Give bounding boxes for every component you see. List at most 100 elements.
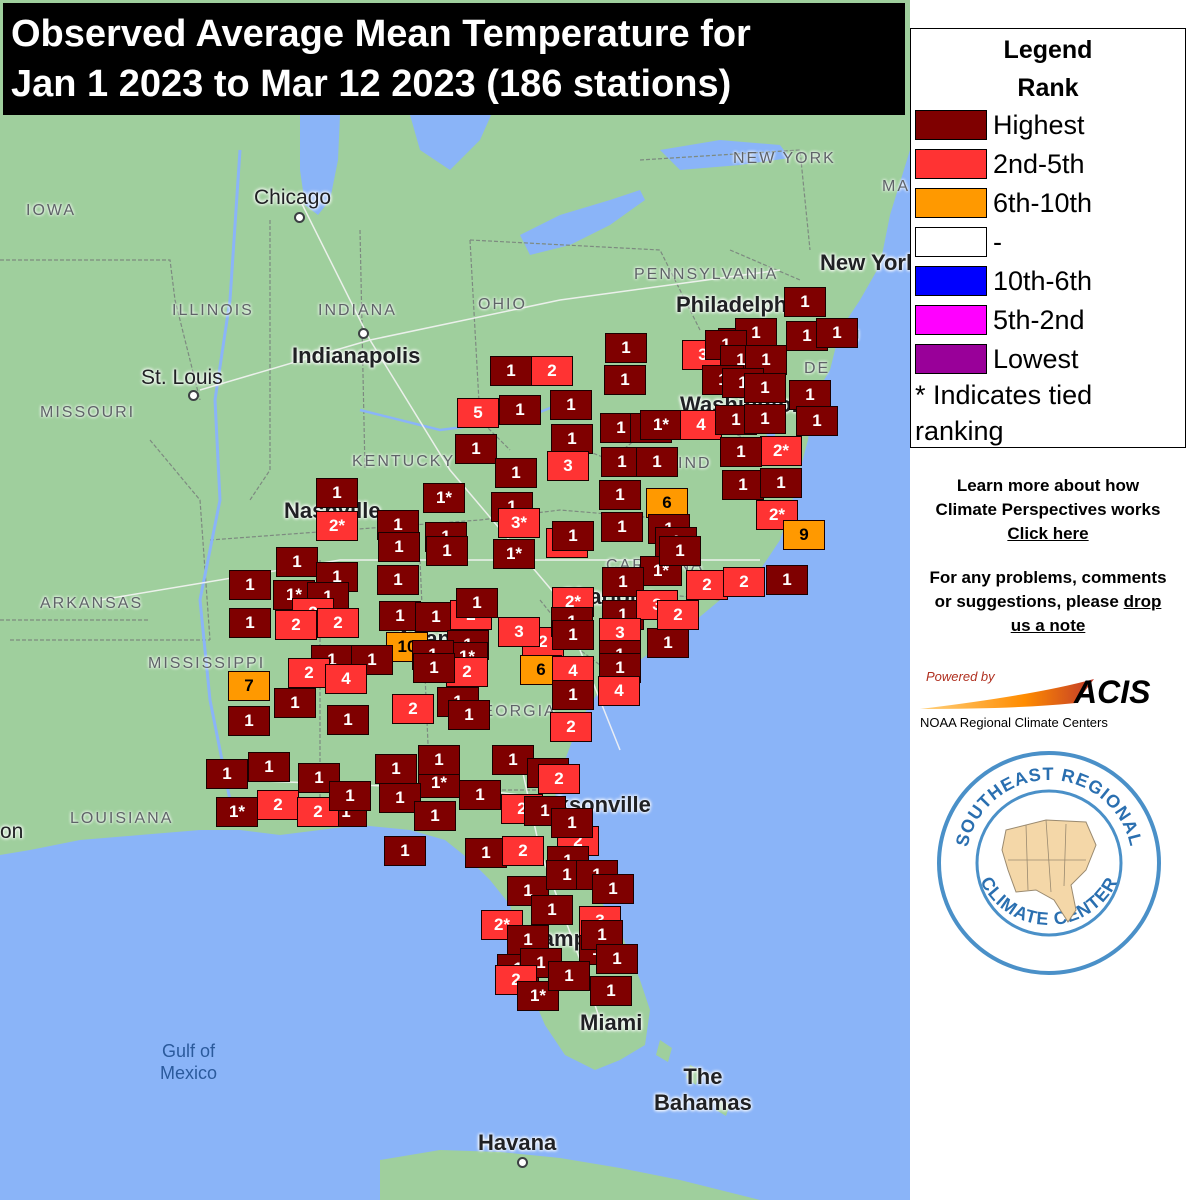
- station-marker[interactable]: 1: [327, 705, 369, 735]
- station-marker[interactable]: 1: [599, 480, 641, 510]
- station-marker[interactable]: 1*: [640, 410, 682, 440]
- station-marker[interactable]: 1: [448, 700, 490, 730]
- station-marker[interactable]: 1: [499, 395, 541, 425]
- station-marker[interactable]: 1: [414, 801, 456, 831]
- station-marker[interactable]: 1: [552, 521, 594, 551]
- acis-logo[interactable]: Powered by ACIS NOAA Regional Climate Ce…: [916, 665, 1172, 735]
- station-marker[interactable]: 2: [288, 658, 330, 688]
- legend-note: * Indicates tied ranking: [915, 380, 1093, 446]
- label-indianapolis: Indianapolis: [292, 343, 421, 368]
- station-marker[interactable]: 1: [377, 565, 419, 595]
- station-marker[interactable]: 1: [274, 688, 316, 718]
- station-marker[interactable]: 1: [456, 588, 498, 618]
- label-philadelphia: Philadelphia: [676, 292, 806, 317]
- station-marker[interactable]: 1: [248, 752, 290, 782]
- station-marker[interactable]: 1: [206, 759, 248, 789]
- station-marker[interactable]: 1: [744, 404, 786, 434]
- station-marker[interactable]: 2: [392, 694, 434, 724]
- station-marker[interactable]: 1: [552, 620, 594, 650]
- station-marker[interactable]: 1: [548, 961, 590, 991]
- station-marker[interactable]: 1: [592, 874, 634, 904]
- station-marker[interactable]: 1: [507, 876, 549, 906]
- drop-note-link-1[interactable]: drop: [1123, 592, 1162, 611]
- station-marker[interactable]: 1: [378, 532, 420, 562]
- station-marker[interactable]: 1: [766, 565, 808, 595]
- station-marker[interactable]: 1: [590, 976, 632, 1006]
- drop-note-link-2[interactable]: us a note: [1010, 616, 1086, 635]
- station-marker[interactable]: 1: [228, 706, 270, 736]
- station-marker[interactable]: 1: [413, 653, 455, 683]
- station-marker[interactable]: 9: [783, 520, 825, 550]
- station-marker[interactable]: 1: [490, 356, 532, 386]
- info-learn: Learn more about how Climate Perspective…: [935, 476, 1161, 543]
- station-marker[interactable]: 1*: [423, 483, 465, 513]
- station-marker[interactable]: 1: [647, 628, 689, 658]
- station-marker[interactable]: 4: [598, 676, 640, 706]
- station-marker[interactable]: 1: [551, 424, 593, 454]
- station-marker[interactable]: 1: [784, 287, 826, 317]
- station-marker[interactable]: 1: [531, 895, 573, 925]
- legend-title: Legend: [1003, 36, 1093, 64]
- station-marker[interactable]: 2: [550, 712, 592, 742]
- station-marker[interactable]: 1: [760, 468, 802, 498]
- serc-logo[interactable]: SOUTHEAST REGIONAL CLIMATE CENTER: [936, 750, 1162, 976]
- station-marker[interactable]: 7: [228, 671, 270, 701]
- station-marker[interactable]: 1: [465, 838, 507, 868]
- station-marker[interactable]: 1: [601, 512, 643, 542]
- station-marker[interactable]: 1: [604, 365, 646, 395]
- station-marker[interactable]: 1: [605, 333, 647, 363]
- station-marker[interactable]: 1: [229, 570, 271, 600]
- station-marker[interactable]: 1: [229, 608, 271, 638]
- station-marker[interactable]: 2: [297, 797, 339, 827]
- station-marker[interactable]: 1: [495, 458, 537, 488]
- station-marker[interactable]: 2*: [316, 511, 358, 541]
- station-marker[interactable]: 1: [384, 836, 426, 866]
- acis-powered-text: Powered by: [926, 669, 996, 684]
- station-marker[interactable]: 1: [418, 745, 460, 775]
- station-marker[interactable]: 5: [457, 398, 499, 428]
- station-marker[interactable]: 1: [459, 780, 501, 810]
- station-marker[interactable]: 1: [636, 447, 678, 477]
- station-marker[interactable]: 2*: [760, 436, 802, 466]
- station-marker[interactable]: 2: [686, 570, 728, 600]
- station-marker[interactable]: 1: [426, 536, 468, 566]
- station-marker[interactable]: 1: [550, 390, 592, 420]
- station-marker[interactable]: 2: [657, 600, 699, 630]
- station-marker[interactable]: 1: [722, 470, 764, 500]
- station-marker[interactable]: 1: [551, 808, 593, 838]
- station-marker[interactable]: 3: [498, 617, 540, 647]
- station-marker[interactable]: 2: [502, 836, 544, 866]
- station-marker[interactable]: 1: [552, 680, 594, 710]
- station-marker[interactable]: 1: [789, 380, 831, 410]
- station-marker[interactable]: 1: [329, 781, 371, 811]
- map-area[interactable]: IOWA ILLINOIS INDIANA OHIO PENNSYLVANIA …: [0, 0, 910, 1200]
- station-marker[interactable]: 3: [547, 451, 589, 481]
- station-marker[interactable]: 1: [659, 536, 701, 566]
- station-marker[interactable]: 2: [317, 608, 359, 638]
- station-marker[interactable]: 2: [531, 356, 573, 386]
- station-marker[interactable]: 1*: [216, 797, 258, 827]
- legend-label: Lowest: [993, 343, 1079, 374]
- station-marker[interactable]: 1: [316, 478, 358, 508]
- station-marker[interactable]: 1: [596, 944, 638, 974]
- station-marker[interactable]: 1: [375, 754, 417, 784]
- station-marker[interactable]: 2: [257, 790, 299, 820]
- label-kentucky: KENTUCKY: [352, 453, 456, 470]
- station-marker[interactable]: 1: [720, 437, 762, 467]
- station-marker[interactable]: 4: [325, 664, 367, 694]
- station-marker[interactable]: 2: [538, 764, 580, 794]
- click-here-link[interactable]: Click here: [1007, 524, 1089, 543]
- station-marker[interactable]: 3*: [498, 508, 540, 538]
- station-marker[interactable]: 1*: [493, 539, 535, 569]
- lake-erie: [520, 190, 645, 255]
- station-marker[interactable]: 2: [723, 567, 765, 597]
- station-marker[interactable]: 1: [816, 318, 858, 348]
- station-marker[interactable]: 1: [276, 547, 318, 577]
- station-marker[interactable]: 1: [744, 373, 786, 403]
- station-marker[interactable]: 1: [351, 645, 393, 675]
- legend-item: Lowest: [915, 341, 1079, 377]
- station-marker[interactable]: 2: [275, 610, 317, 640]
- label-de: DE: [804, 360, 831, 377]
- station-marker[interactable]: 1: [796, 406, 838, 436]
- station-marker[interactable]: 1: [455, 434, 497, 464]
